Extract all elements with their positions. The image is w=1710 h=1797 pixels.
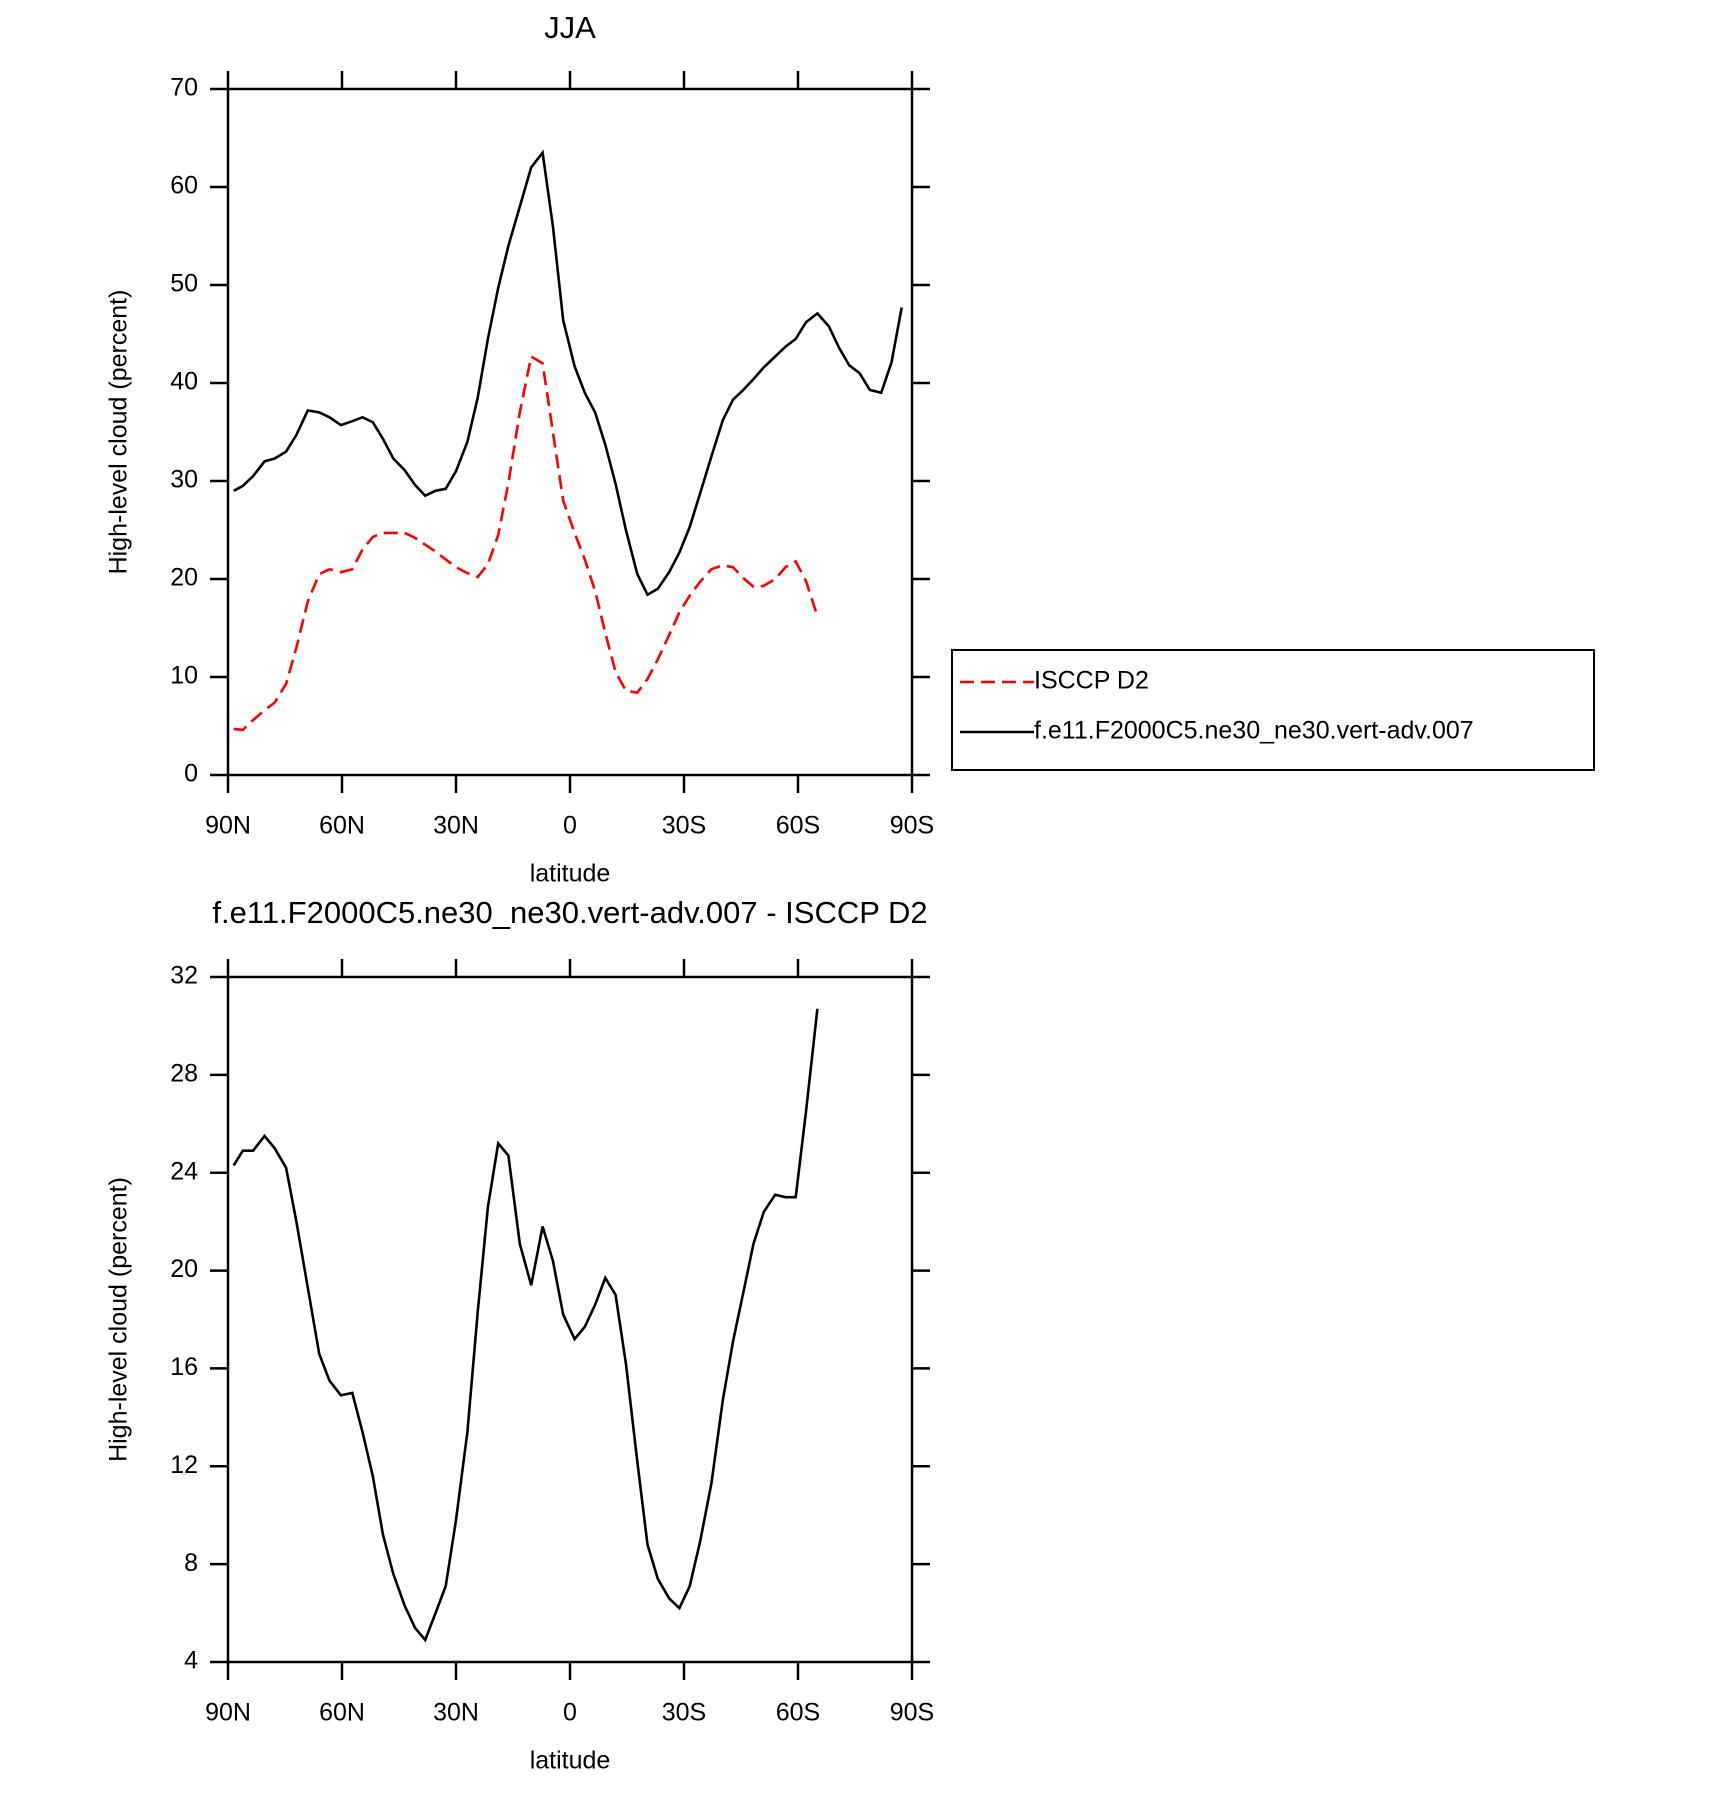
- legend-box: [951, 649, 1595, 771]
- y-tick-label: 0: [184, 760, 198, 788]
- y-tick-label: 20: [170, 1255, 198, 1283]
- y-tick-label: 32: [170, 962, 198, 990]
- data-line: [233, 354, 819, 732]
- y-tick-label: 60: [170, 172, 198, 200]
- x-tick-label: 60S: [776, 812, 820, 840]
- x-tick-label: 90N: [205, 1699, 251, 1727]
- y-tick-label: 40: [170, 368, 198, 396]
- x-tick-label: 90N: [205, 812, 251, 840]
- y-axis-label: High-level cloud (percent): [105, 1177, 133, 1462]
- data-line: [233, 149, 903, 597]
- y-tick-label: 20: [170, 564, 198, 592]
- x-tick-label: 30S: [662, 1699, 706, 1727]
- y-tick-label: 12: [170, 1451, 198, 1479]
- y-tick-label: 50: [170, 270, 198, 298]
- chart-title: f.e11.F2000C5.ne30_ne30.vert-adv.007 - I…: [212, 895, 927, 930]
- x-tick-label: 0: [563, 1699, 577, 1727]
- x-tick-label: 60S: [776, 1699, 820, 1727]
- data-line: [232, 1008, 819, 1643]
- y-tick-label: 16: [170, 1353, 198, 1381]
- x-tick-label: 30N: [433, 812, 479, 840]
- y-tick-label: 28: [170, 1059, 198, 1087]
- y-tick-label: 10: [170, 662, 198, 690]
- x-axis-label: latitude: [530, 860, 611, 888]
- plot-frame: [226, 87, 914, 777]
- chart-title: JJA: [544, 10, 596, 45]
- y-tick-label: 4: [184, 1647, 198, 1675]
- y-tick-label: 70: [170, 74, 198, 102]
- y-tick-label: 8: [184, 1549, 198, 1577]
- x-tick-label: 30N: [433, 1699, 479, 1727]
- x-tick-label: 60N: [319, 812, 365, 840]
- x-tick-label: 30S: [662, 812, 706, 840]
- x-tick-label: 90S: [890, 812, 934, 840]
- y-axis-label: High-level cloud (percent): [105, 290, 133, 575]
- y-tick-label: 24: [170, 1157, 198, 1185]
- y-tick-label: 30: [170, 466, 198, 494]
- legend-label: f.e11.F2000C5.ne30_ne30.vert-adv.007: [1034, 717, 1474, 745]
- x-tick-label: 0: [563, 812, 577, 840]
- x-tick-label: 60N: [319, 1699, 365, 1727]
- legend-label: ISCCP D2: [1034, 667, 1149, 695]
- x-axis-label: latitude: [530, 1747, 611, 1775]
- x-tick-label: 90S: [890, 1699, 934, 1727]
